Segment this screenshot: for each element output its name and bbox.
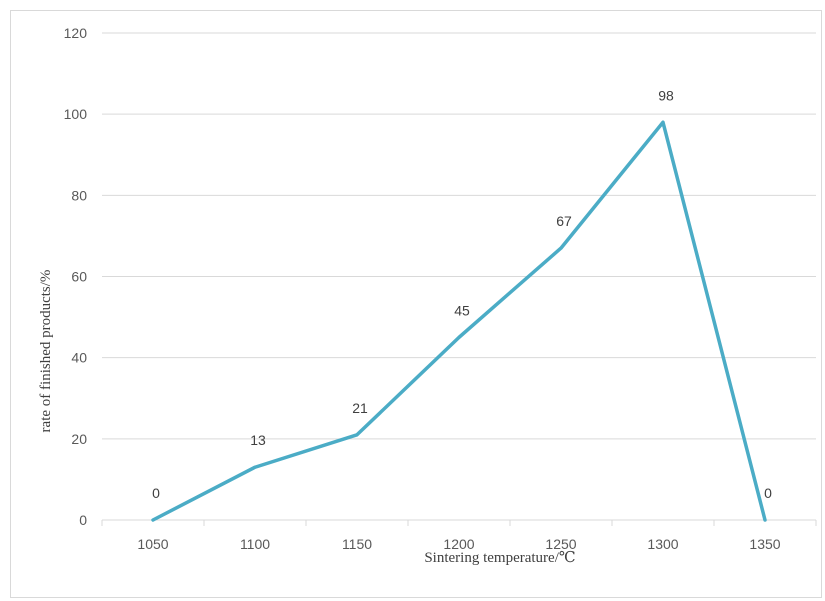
data-point-1300 (661, 120, 665, 124)
data-label-1350: 0 (764, 485, 772, 501)
x-axis-title: Sintering temperature/℃ (424, 550, 575, 566)
gridlines (101, 32, 817, 526)
data-point-1350 (763, 518, 767, 522)
data-point-1150 (355, 433, 359, 437)
data-point-1200 (457, 335, 461, 339)
x-tick-label-1150: 1150 (342, 536, 372, 552)
x-tick-label-1100: 1100 (240, 536, 270, 552)
chart-frame (10, 10, 822, 598)
y-tick-label-40: 40 (71, 350, 87, 366)
data-point-1050 (151, 518, 155, 522)
data-label-1150: 21 (352, 400, 368, 416)
series-line (151, 120, 767, 522)
data-point-1100 (253, 465, 257, 469)
data-label-1200: 45 (454, 302, 470, 318)
data-labels: 0 13 21 45 67 98 0 (152, 87, 772, 501)
y-tick-label-0: 0 (79, 512, 87, 528)
series-polyline (151, 120, 767, 522)
y-tick-label-20: 20 (71, 431, 87, 447)
x-tick-label-1200: 1200 (443, 536, 474, 552)
y-tick-label-80: 80 (71, 187, 87, 203)
data-point-1250 (559, 246, 563, 250)
y-axis-title: rate of finished products/% (38, 270, 54, 433)
x-tick-label-1300: 1300 (647, 536, 678, 552)
y-tick-label-60: 60 (71, 269, 87, 285)
x-tick-label-1250: 1250 (545, 536, 576, 552)
data-label-1250: 67 (556, 213, 572, 229)
data-label-1300: 98 (658, 87, 674, 103)
x-tick-label-1050: 1050 (137, 536, 168, 552)
data-label-1050: 0 (152, 485, 160, 501)
y-tick-label-120: 120 (64, 25, 88, 41)
data-label-1100: 13 (250, 432, 266, 448)
y-tick-label-100: 100 (64, 106, 88, 122)
x-tick-label-1350: 1350 (749, 536, 780, 552)
